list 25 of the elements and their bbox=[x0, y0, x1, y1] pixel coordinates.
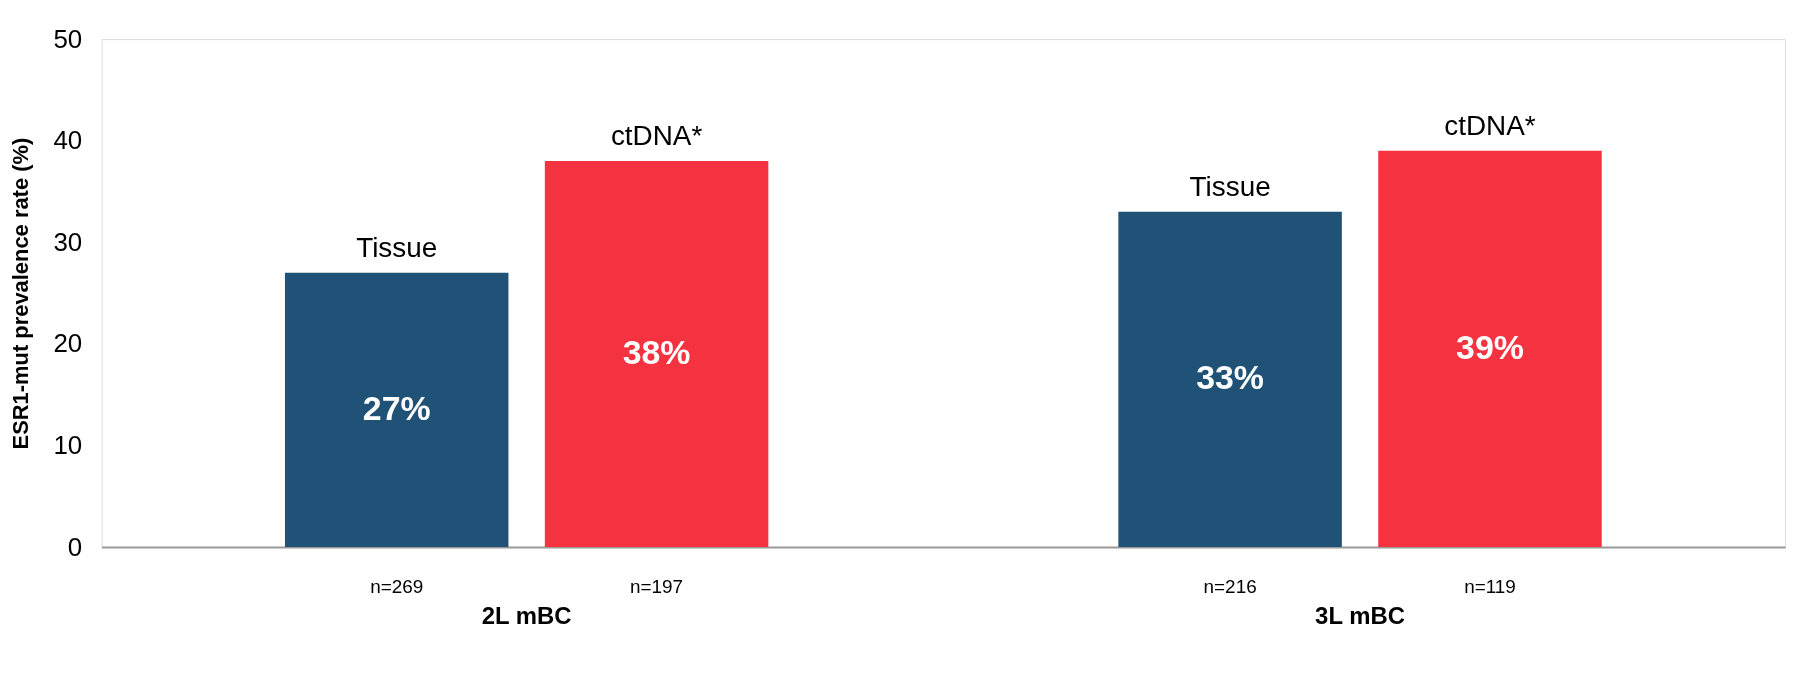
y-tick-label: 30 bbox=[53, 227, 83, 256]
data-label: 33% bbox=[1196, 358, 1264, 397]
text: ctDNA* bbox=[1444, 109, 1536, 141]
y-axis-title: ESR1-mut prevalence rate (%) bbox=[8, 137, 34, 450]
text: n=216 bbox=[1203, 575, 1257, 597]
bar bbox=[1118, 211, 1342, 548]
data-label: 39% bbox=[1456, 327, 1524, 366]
text: n=197 bbox=[630, 575, 684, 597]
text: n=269 bbox=[370, 575, 424, 597]
bar bbox=[284, 272, 509, 548]
y-tick-label: 50 bbox=[53, 24, 83, 53]
data-label: 38% bbox=[622, 333, 691, 372]
data-label: 27% bbox=[362, 388, 431, 427]
y-tick-label: 40 bbox=[53, 126, 83, 155]
series-label: ctDNA* bbox=[610, 120, 703, 152]
series-label: Tissue bbox=[356, 231, 438, 263]
x-tick-label: 3L mBC bbox=[1315, 602, 1405, 630]
y-tick-label: 0 bbox=[67, 532, 83, 561]
text: Tissue bbox=[1189, 170, 1271, 202]
y-tick-label: 10 bbox=[53, 430, 83, 459]
y-tick-label: 20 bbox=[53, 329, 83, 358]
bar bbox=[544, 161, 769, 548]
text: n=119 bbox=[1464, 575, 1516, 597]
bar bbox=[1378, 150, 1602, 548]
x-tick-label: 2L mBC bbox=[481, 602, 572, 630]
